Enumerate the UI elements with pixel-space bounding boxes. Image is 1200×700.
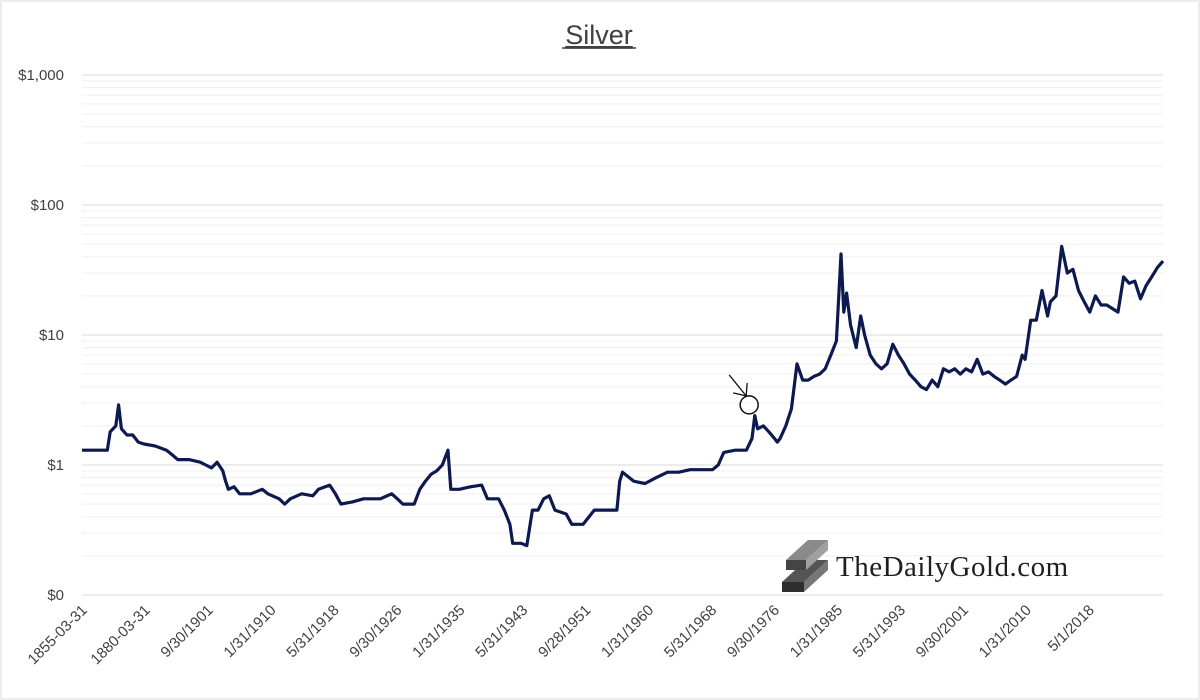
silver-price-line bbox=[82, 244, 1165, 548]
y-axis-labels: $0 $1 $10 $100 $1,000 bbox=[18, 67, 64, 604]
y-tick-label: $0 bbox=[47, 587, 64, 604]
chart-title: Silver bbox=[565, 20, 633, 50]
watermark-text: TheDailyGold.com bbox=[836, 551, 1069, 583]
watermark: TheDailyGold.com bbox=[782, 540, 1069, 592]
y-tick-label: $1 bbox=[47, 457, 64, 474]
price-annotation bbox=[728, 374, 759, 415]
annotation-arrowhead bbox=[733, 382, 748, 397]
annotation-circle bbox=[739, 395, 759, 415]
gold-bars-logo-icon bbox=[782, 540, 828, 592]
y-tick-label: $10 bbox=[39, 327, 64, 344]
y-tick-label: $100 bbox=[31, 197, 64, 214]
gridlines bbox=[82, 74, 1163, 596]
annotation-arrow bbox=[728, 374, 747, 397]
y-tick-label: $1,000 bbox=[18, 67, 64, 84]
